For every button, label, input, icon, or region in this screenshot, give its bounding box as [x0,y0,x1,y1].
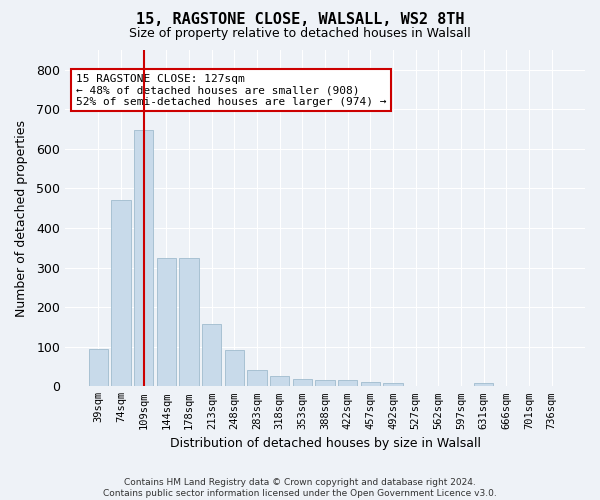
Bar [112,200,131,386]
Bar [383,382,403,386]
Bar [89,348,108,387]
Bar [179,258,199,386]
Bar [270,376,289,386]
Bar [338,380,358,386]
Bar [247,370,267,386]
Bar [316,380,335,386]
Bar [293,379,312,386]
Bar [157,258,176,386]
Bar [202,324,221,386]
Text: 15, RAGSTONE CLOSE, WALSALL, WS2 8TH: 15, RAGSTONE CLOSE, WALSALL, WS2 8TH [136,12,464,28]
Bar [361,382,380,386]
X-axis label: Distribution of detached houses by size in Walsall: Distribution of detached houses by size … [170,437,481,450]
Text: 15 RAGSTONE CLOSE: 127sqm
← 48% of detached houses are smaller (908)
52% of semi: 15 RAGSTONE CLOSE: 127sqm ← 48% of detac… [76,74,386,106]
Text: Contains HM Land Registry data © Crown copyright and database right 2024.
Contai: Contains HM Land Registry data © Crown c… [103,478,497,498]
Y-axis label: Number of detached properties: Number of detached properties [15,120,28,316]
Text: Size of property relative to detached houses in Walsall: Size of property relative to detached ho… [129,28,471,40]
Bar [474,383,493,386]
Bar [134,130,154,386]
Bar [225,350,244,387]
